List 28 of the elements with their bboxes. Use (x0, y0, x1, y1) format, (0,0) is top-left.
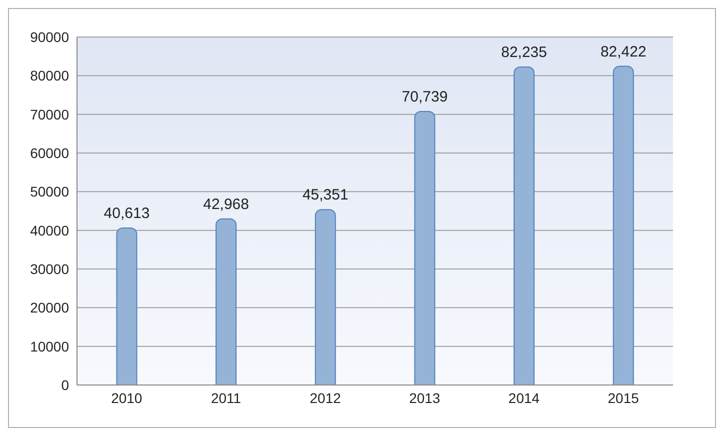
bar (314, 209, 336, 385)
data-label: 42,968 (203, 196, 250, 213)
bar (216, 218, 237, 385)
x-tick-label: 2013 (409, 390, 440, 406)
bar (514, 66, 535, 385)
x-tick-label: 2011 (210, 390, 242, 406)
y-tick-label: 50000 (30, 184, 70, 200)
data-label: 70,739 (402, 88, 448, 106)
data-label: 40,613 (104, 204, 150, 222)
x-tick-label: 2010 (111, 390, 142, 406)
y-tick-label: 90000 (30, 28, 70, 45)
data-label: 82,235 (501, 44, 548, 62)
y-tick-label: 20000 (30, 300, 70, 316)
y-tick-label: 40000 (30, 222, 70, 238)
x-tick-label: 2014 (508, 390, 540, 406)
bar (116, 227, 138, 385)
bar (612, 66, 634, 385)
y-tick-label: 0 (61, 376, 70, 393)
y-tick-label: 60000 (30, 144, 70, 161)
data-label: 82,422 (600, 43, 646, 60)
data-label: 45,351 (302, 186, 348, 204)
x-tick-label: 2012 (310, 390, 342, 406)
y-tick-label: 30000 (30, 260, 70, 277)
x-tick-label: 2015 (608, 390, 640, 406)
y-tick-label: 80000 (30, 68, 70, 84)
y-tick-label: 70000 (30, 106, 70, 122)
bar (414, 110, 436, 385)
y-tick-label: 10000 (30, 338, 70, 354)
